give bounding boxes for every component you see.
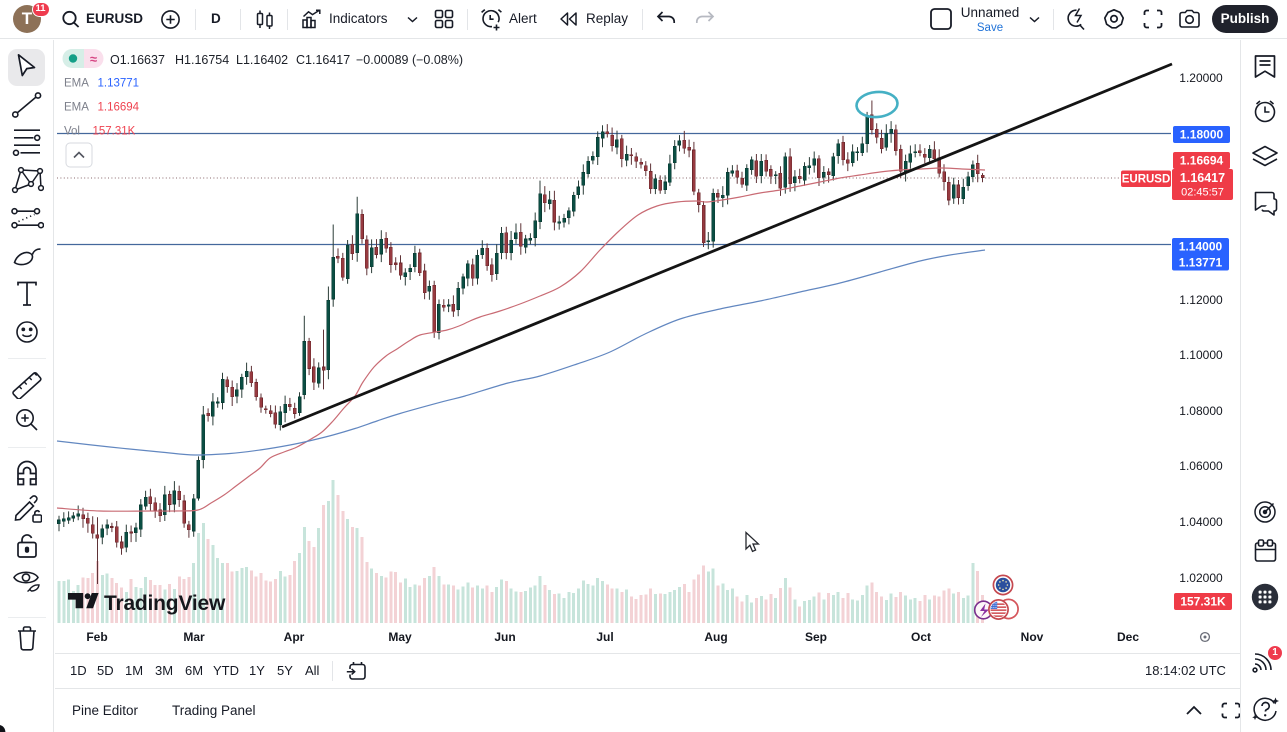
svg-text:1.18000: 1.18000	[1180, 128, 1224, 142]
svg-text:1.04000: 1.04000	[1179, 515, 1223, 529]
svg-text:L1.16402: L1.16402	[236, 53, 288, 67]
svg-text:1.16694: 1.16694	[1180, 154, 1224, 168]
svg-text:1.02000: 1.02000	[1179, 571, 1223, 585]
svg-text:H1.16754: H1.16754	[175, 53, 229, 67]
svg-text:Apr: Apr	[284, 630, 305, 644]
svg-text:Jun: Jun	[494, 630, 515, 644]
svg-text:EURUSD: EURUSD	[1122, 174, 1171, 186]
svg-text:1.06000: 1.06000	[1179, 459, 1223, 473]
svg-text:02:45:57: 02:45:57	[1181, 187, 1224, 199]
svg-text:May: May	[388, 630, 412, 644]
svg-text:157.31K: 157.31K	[1180, 595, 1226, 609]
svg-text:1.13771: 1.13771	[1179, 256, 1223, 270]
svg-text:1.12000: 1.12000	[1179, 293, 1223, 307]
svg-text:Feb: Feb	[86, 630, 107, 644]
svg-text:1.10000: 1.10000	[1179, 348, 1223, 362]
svg-text:O1.16637: O1.16637	[110, 53, 165, 67]
svg-text:1.16694: 1.16694	[98, 102, 140, 114]
svg-text:EMA: EMA	[64, 78, 89, 90]
svg-text:TradingView: TradingView	[104, 592, 226, 615]
svg-text:Dec: Dec	[1117, 630, 1139, 644]
svg-text:≈: ≈	[90, 52, 97, 67]
svg-text:Jul: Jul	[596, 630, 613, 644]
svg-text:157.31K: 157.31K	[93, 126, 136, 138]
svg-text:Oct: Oct	[911, 630, 931, 644]
svg-text:1.16417: 1.16417	[1180, 171, 1225, 185]
svg-text:1.08000: 1.08000	[1179, 404, 1223, 418]
svg-text:Sep: Sep	[805, 630, 827, 644]
svg-text:Nov: Nov	[1021, 630, 1044, 644]
svg-text:1.13771: 1.13771	[98, 78, 140, 90]
svg-text:1.20000: 1.20000	[1179, 71, 1223, 85]
svg-text:Aug: Aug	[704, 630, 727, 644]
svg-text:Mar: Mar	[183, 630, 205, 644]
svg-text:EMA: EMA	[64, 102, 89, 114]
svg-text:C1.16417: C1.16417	[296, 53, 350, 67]
svg-text:−0.00089 (−0.08%): −0.00089 (−0.08%)	[356, 53, 463, 67]
svg-text:1.14000: 1.14000	[1179, 240, 1223, 254]
svg-text:Vol: Vol	[64, 126, 80, 138]
